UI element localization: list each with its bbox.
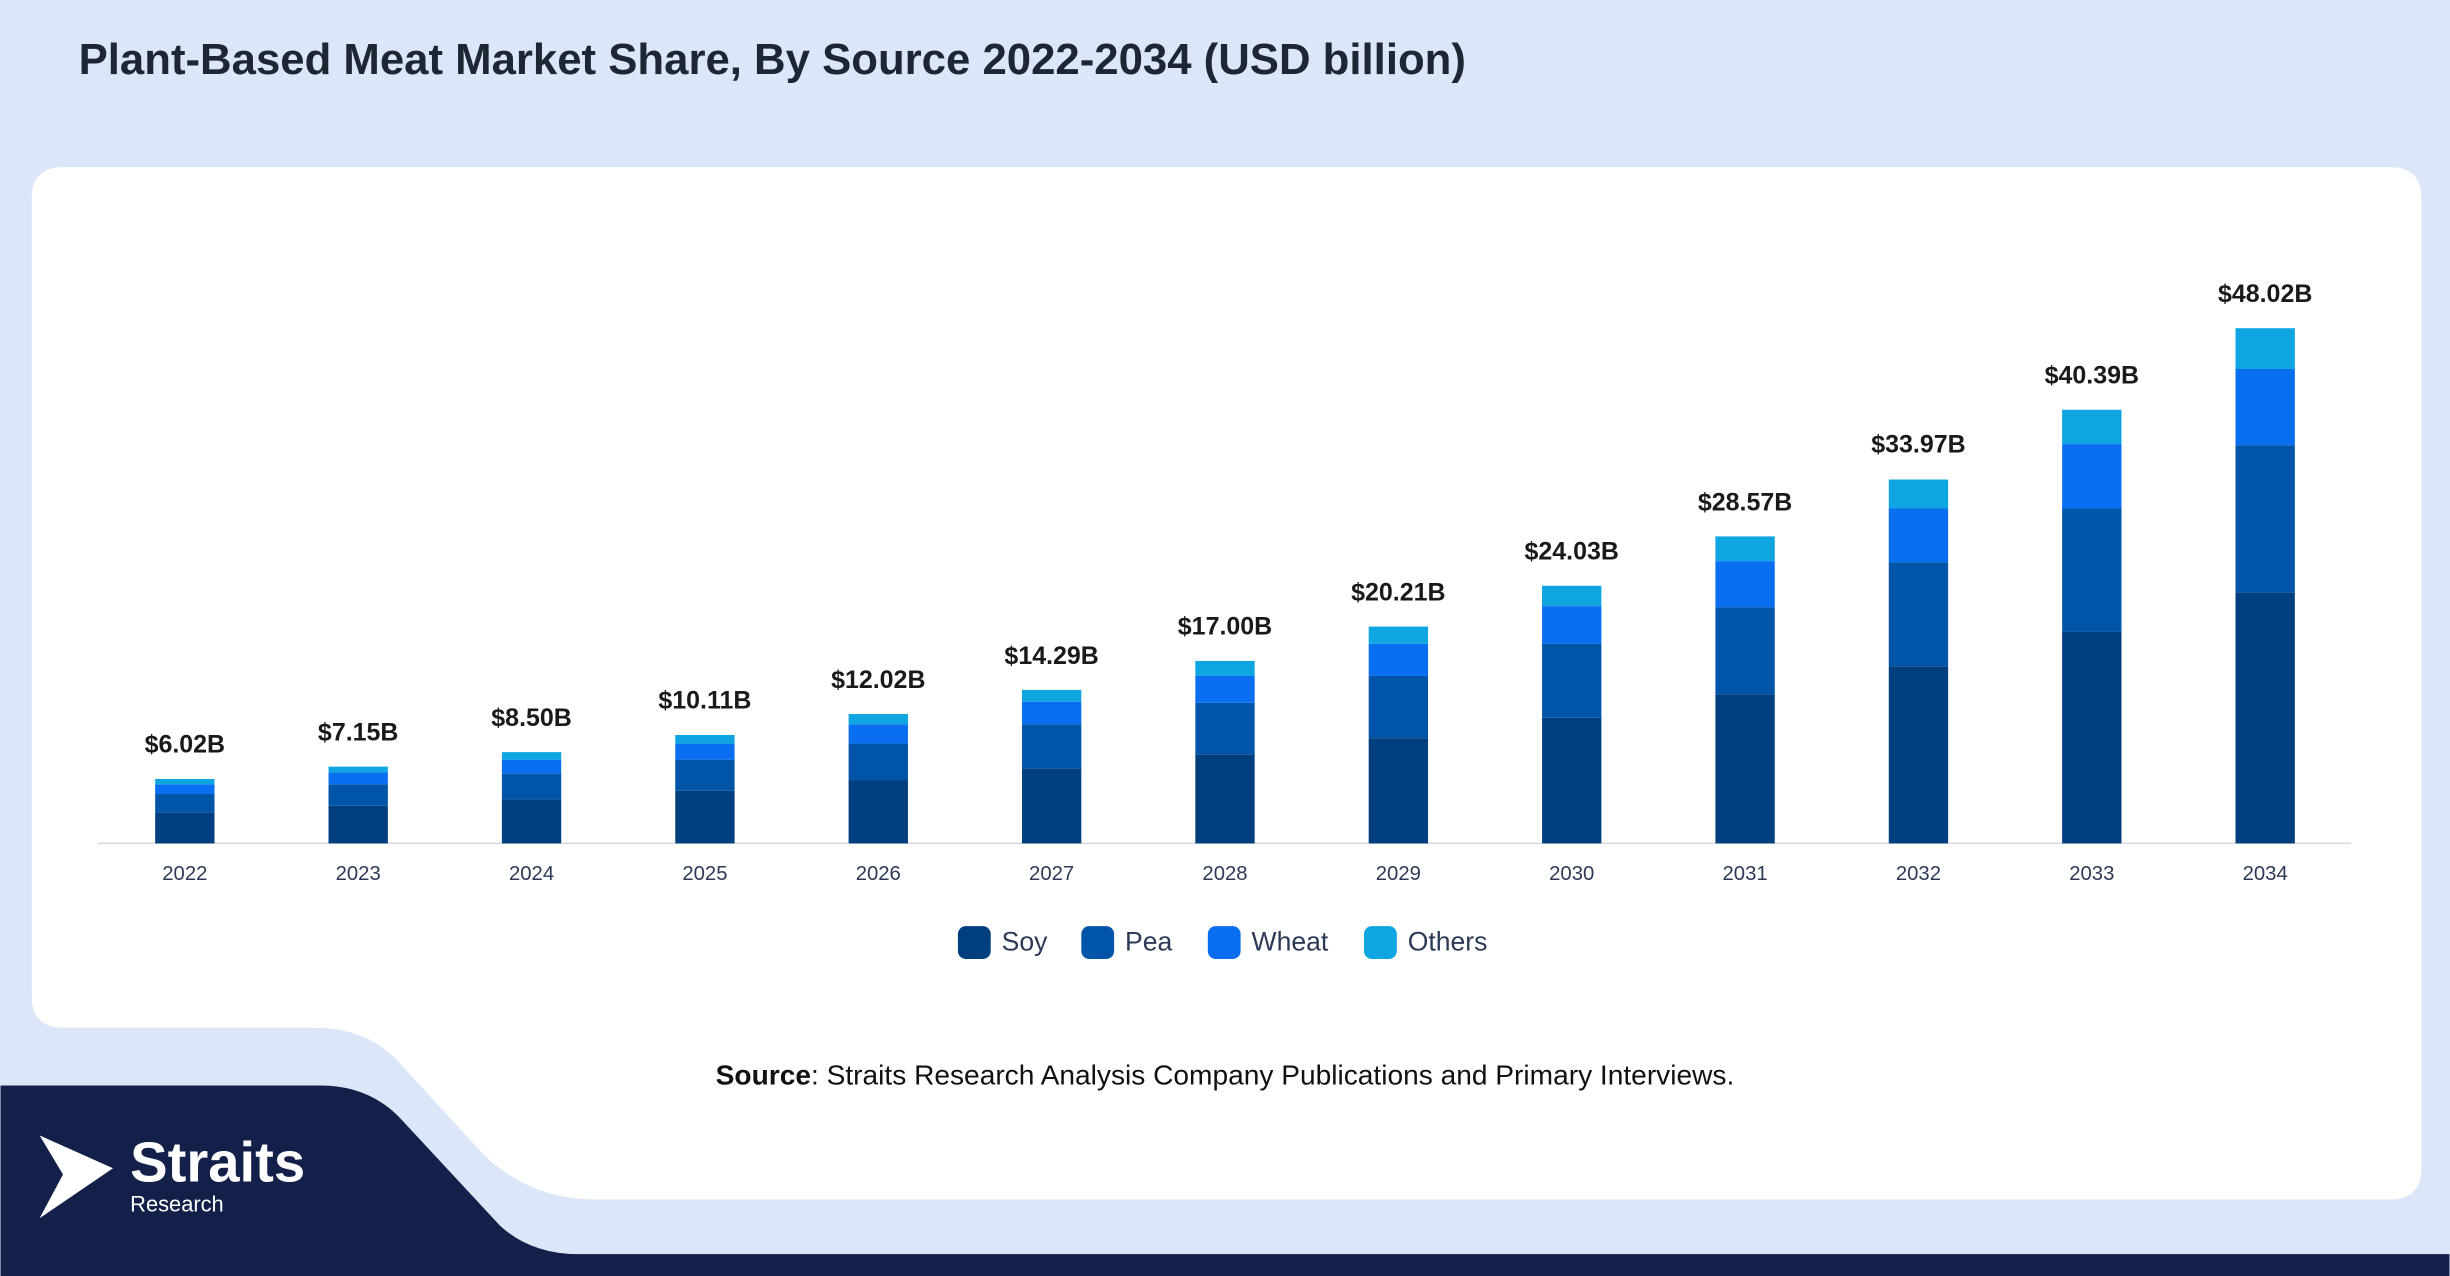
bar-segment [155,794,215,813]
bar-segment [675,790,735,844]
bar-segment [1542,643,1602,718]
bar-segment [1021,768,1082,844]
bar-segment [501,752,562,760]
bar-segment [1368,643,1429,676]
bar-segment [1368,626,1429,644]
total-label: $40.39B [2045,362,2139,390]
bar-segment [155,812,215,844]
x-tick-label: 2032 [1896,863,1941,885]
bar-segment [328,772,388,785]
total-label: $33.97B [1871,431,1965,459]
footer-band [0,1085,2450,1276]
source: Source: Straits Research Analysis Compan… [716,1060,1735,1091]
x-tick-label: 2025 [682,863,727,885]
total-label: $28.57B [1698,489,1792,517]
logo-sub: Research [130,1191,224,1216]
bar-segment [1021,701,1082,725]
legend-label: Others [1408,926,1488,956]
bar-segment [1542,585,1602,607]
source-label: Source [716,1060,811,1091]
x-tick-label: 2022 [162,863,207,885]
bar-segment [1195,754,1255,844]
bar-segment [1888,508,1949,563]
bar-segment [1368,738,1429,844]
bar-segment [1021,724,1082,769]
legend-label: Wheat [1252,926,1329,956]
bar-segment [848,714,908,725]
total-label: $24.03B [1525,537,1619,565]
bar-segment [1888,479,1949,509]
bar-segment [1195,675,1255,703]
legend-label: Soy [1002,926,1048,956]
bar-segment [155,784,215,795]
bar-segment [2235,368,2295,446]
total-label: $7.15B [318,718,399,746]
bar-segment [1888,666,1949,844]
total-label: $20.21B [1351,578,1445,606]
x-tick-label: 2026 [856,863,901,885]
bar-segment [501,773,562,800]
bar-segment [1195,660,1255,676]
total-label: $12.02B [831,666,925,694]
bar-segment [2062,508,2122,632]
x-tick-label: 2023 [336,863,381,885]
total-label: $17.00B [1178,613,1272,641]
total-label: $8.50B [491,704,572,732]
bar-segment [848,743,908,781]
bar-segment [1368,675,1429,739]
bar-segment [501,759,562,774]
bar-segment [1542,606,1602,644]
total-label: $10.11B [658,687,751,715]
legend-swatch [1364,926,1397,959]
bar-segment [675,759,735,791]
bar-segment [501,799,562,844]
x-tick-label: 2028 [1202,863,1247,885]
bar-segment [1715,607,1775,695]
bar-segment [848,780,908,844]
legend-swatch [957,926,991,959]
legend-swatch [1081,926,1115,959]
chart-title: Plant-Based Meat Market Share, By Source… [79,35,1466,84]
x-tick-label: 2033 [2069,863,2114,885]
total-label: $14.29B [1004,642,1098,670]
bar-segment [328,805,388,844]
bar-segment [2235,592,2295,844]
bar-segment [2062,409,2122,445]
x-tick-label: 2030 [1549,863,1594,885]
bar-segment [1021,689,1082,702]
bar-segment [848,724,908,744]
bar-segment [155,778,215,785]
x-tick-label: 2034 [2243,863,2288,885]
total-label: $48.02B [2218,280,2312,308]
logo-name: Straits [130,1131,305,1194]
bar-segment [675,743,735,760]
bar-segment [1715,536,1775,562]
logo-icon [39,1135,113,1219]
bar-segment [1715,561,1775,608]
bar-segment [2235,445,2295,593]
bar-segment [328,766,388,773]
x-tick-label: 2031 [1723,863,1768,885]
bar-segment [2062,444,2122,509]
bar-segment [1195,702,1255,755]
legend-label: Pea [1125,926,1172,956]
bar-segment [1715,694,1775,844]
x-tick-label: 2024 [509,863,554,885]
bar-segment [1542,717,1602,844]
bar-segment [1888,562,1949,667]
source-text: : Straits Research Analysis Company Publ… [811,1060,1734,1091]
x-tick-label: 2029 [1376,863,1421,885]
bar-segment [2235,328,2295,369]
bar-segment [2062,631,2122,844]
bar-segment [328,784,388,806]
x-tick-label: 2027 [1029,863,1074,885]
total-label: $6.02B [145,731,226,759]
legend-swatch [1207,926,1241,959]
bar-segment [675,734,735,744]
